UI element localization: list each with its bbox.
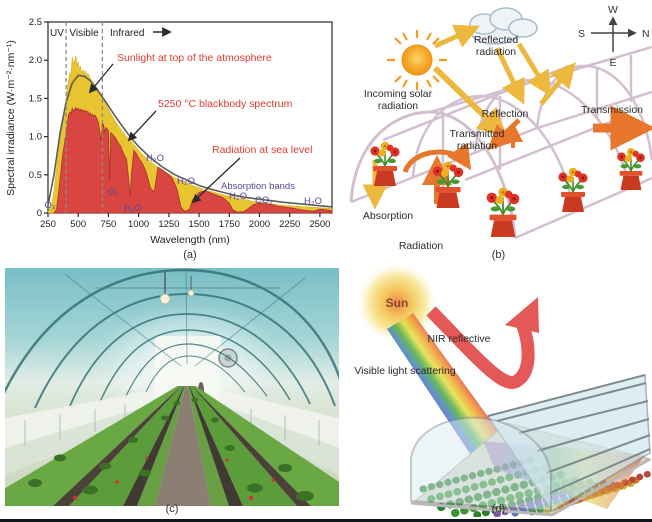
x-axis-ticks: 250 500 750 1000 1250 1500 1750 2000 225… [40,213,330,230]
panel-c-greenhouse-photo: (c) [2,265,342,517]
cloud-down-arrow-1 [494,46,525,105]
label-reflected-radiation: Reflected radiation [473,34,519,59]
label-nir-reflective: NIR reflective [427,333,491,345]
annotation-toa: Sunlight at top of the atmosphere [117,52,272,64]
svg-text:2.5: 2.5 [29,17,42,28]
svg-text:1.0: 1.0 [29,132,42,143]
compass-icon: W S N E [578,4,650,69]
cloud-icon [469,7,538,45]
compass-south: S [578,28,585,40]
region-label-visible: Visible [69,28,99,39]
annotation-blackbody-arrow [127,110,157,142]
panel-d-nir-reflective-diagram: Sun [345,263,652,517]
flower-pots [369,141,646,238]
caption-a: (a) [183,249,196,261]
panel-a-solar-spectrum-chart: UV Visible Infrared 0 0.5 1.0 1.5 2.0 2.… [0,0,345,263]
svg-text:500: 500 [70,219,86,230]
label-absorption-bands: Absorption bands [221,181,295,192]
panel-b-greenhouse-radiation-diagram: W S N E Reflected radiation Incoming sol… [345,0,652,263]
label-transmission: Transmission [580,104,644,116]
secondary-radiation-arrows [402,105,652,204]
label-h2o-2: H₂O [146,153,164,164]
compass-east: E [609,57,616,69]
svg-text:250: 250 [40,219,56,230]
svg-text:1250: 1250 [158,219,179,230]
nir-reflective-arrow [426,297,539,389]
caption-d: (d) [491,503,506,515]
region-label-uv: UV [50,28,64,39]
greenhouse-photo-art [5,268,339,506]
roof-ribs [487,374,651,494]
nir-diagram-art: Sun [357,263,652,517]
annotation-toa-arrow [88,63,114,94]
sun-label: Sun [386,296,409,310]
label-h2o-5: H₂O [304,196,322,207]
svg-text:1750: 1750 [219,219,240,230]
svg-text:1500: 1500 [189,219,210,230]
svg-text:0: 0 [37,208,42,219]
sun-icon [387,30,447,90]
caption-c: (c) [165,503,179,515]
label-radiation: Radiation [398,240,444,252]
spectrum-chart: UV Visible Infrared 0 0.5 1.0 1.5 2.0 2.… [5,17,333,261]
svg-text:750: 750 [100,219,116,230]
label-absorption: Absorption [362,210,414,222]
foliage-speckles [28,398,314,501]
svg-text:2500: 2500 [309,219,330,230]
label-incoming-solar-radiation: Incoming solar radiation [363,88,433,113]
compass-north: N [642,28,650,40]
greenhouse-diagram-art: W S N E [349,4,652,240]
label-co2: CO₂ [255,195,273,206]
cloud-down-arrow-2 [516,42,551,97]
series-sea-level-area [53,106,333,214]
internal-arc-arrow [402,142,472,174]
label-h2o-4: H₂O [229,191,247,202]
annotation-blackbody: 5250 °C blackbody spectrum [158,98,293,110]
region-label-infrared: Infrared [110,28,144,39]
svg-text:2.0: 2.0 [29,55,42,66]
strawberry-dots [72,456,275,501]
compass-west: W [608,4,618,16]
label-o3: O₃ [44,200,55,211]
crop-rows [5,386,339,506]
annotation-sea-level: Radiation at sea level [212,144,312,156]
y-axis-title: Spectral irradiance (W·m⁻²·nm⁻¹) [5,40,17,196]
solar-arrows [362,24,576,210]
svg-text:1000: 1000 [128,219,149,230]
caption-b: (b) [491,249,506,261]
annotation-sea-level-arrow [191,157,241,204]
base-frame [410,457,651,517]
sun-to-cloud-arrow [433,24,480,49]
hanging-lights [159,270,195,305]
label-transmitted-radiation: Transmitted radiation [449,128,505,153]
svg-text:2000: 2000 [249,219,270,230]
svg-text:2250: 2250 [279,219,300,230]
y-axis-ticks: 0 0.5 1.0 1.5 2.0 2.5 [29,17,48,219]
reflected-radiation-arrow [539,62,576,106]
label-h2o-3: H₂O [177,176,195,187]
roof-arch-ribs [5,268,339,409]
label-h2o-1: H₂O [124,203,142,214]
svg-text:0.5: 0.5 [29,170,42,181]
label-o2: O₂ [107,187,118,198]
incoming-solar-arrow [432,65,508,139]
greenhouse-shell [410,374,651,517]
label-reflection: Reflection [481,108,529,120]
x-axis-title: Wavelength (nm) [150,234,230,246]
label-visible-light-scattering: Visible light scattering [354,365,456,377]
svg-text:1.5: 1.5 [29,93,42,104]
front-arch-face [410,416,552,513]
